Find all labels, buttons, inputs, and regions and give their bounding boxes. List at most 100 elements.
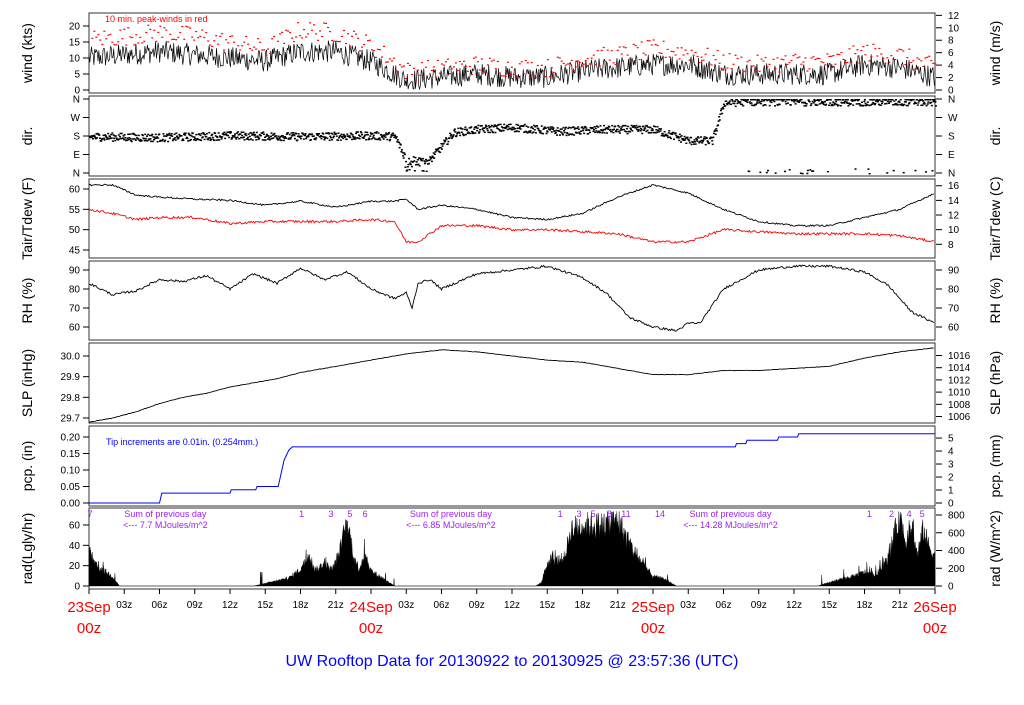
dir-point — [806, 172, 809, 175]
dir-point — [231, 135, 234, 137]
dir-point — [258, 133, 261, 136]
date-label: 26Sep — [913, 599, 956, 616]
dir-point — [585, 127, 588, 129]
dir-point — [158, 133, 161, 135]
dir-point — [205, 132, 208, 135]
peak-wind-mark — [171, 38, 174, 40]
dir-point — [377, 132, 380, 134]
dir-point — [854, 168, 857, 170]
dir-point — [560, 131, 563, 133]
dir-point — [886, 100, 889, 103]
dir-point — [556, 134, 559, 136]
dir-point — [561, 133, 564, 136]
peak-wind-mark — [442, 64, 445, 66]
dir-point — [794, 103, 797, 105]
rh-ylabel-right: RH (%) — [987, 278, 1003, 324]
slp-ytick-label-left: 29.8 — [61, 393, 81, 404]
dir-ytick-label-left: E — [73, 150, 80, 161]
dir-point — [371, 138, 373, 140]
peak-wind-mark — [398, 64, 401, 66]
dir-point — [742, 105, 745, 107]
dir-point — [359, 135, 362, 138]
wind-ylabel-left: wind (kts) — [19, 23, 35, 84]
dir-point — [210, 134, 213, 137]
dir-point — [189, 134, 192, 137]
dir-point — [764, 99, 767, 101]
dir-point — [611, 129, 614, 131]
dir-point — [225, 133, 228, 135]
peak-wind-mark — [317, 39, 320, 41]
dir-point — [483, 127, 486, 129]
rad-sum-value: <--- 7.7 MJoules/m^2 — [123, 520, 208, 530]
dir-point — [450, 134, 453, 136]
dir-point — [811, 100, 814, 103]
dir-point — [353, 136, 356, 139]
dir-point — [482, 130, 485, 132]
temp-ytick-label-right: 10 — [948, 225, 960, 236]
dir-point — [416, 159, 419, 161]
peak-wind-mark — [808, 68, 811, 70]
peak-wind-mark — [646, 40, 649, 42]
peak-wind-mark — [738, 71, 741, 73]
dir-point — [680, 135, 683, 137]
peak-wind-mark — [482, 71, 485, 73]
dir-point — [279, 135, 282, 138]
peak-wind-mark — [582, 63, 585, 65]
dir-point — [480, 124, 483, 127]
dir-point — [821, 101, 824, 103]
dir-point — [123, 138, 126, 141]
x-tick-label: 18z — [856, 600, 872, 611]
dir-point — [384, 136, 387, 138]
slp-ytick-label-right: 1008 — [948, 400, 971, 411]
peak-wind-mark — [227, 42, 230, 44]
dir-point — [692, 143, 695, 145]
dir-point — [745, 100, 748, 103]
peak-wind-mark — [245, 35, 248, 38]
rh-ytick-label-right: 90 — [948, 266, 960, 277]
peak-wind-mark — [478, 69, 481, 71]
dir-point — [651, 127, 654, 130]
dir-point — [378, 137, 381, 139]
dir-point — [434, 151, 437, 153]
peak-wind-mark — [446, 58, 449, 60]
dir-point — [913, 102, 916, 105]
peak-wind-mark — [730, 68, 733, 70]
dir-point — [491, 130, 494, 133]
dir-point — [534, 125, 537, 128]
dir-point — [731, 99, 734, 101]
dir-point — [678, 133, 681, 136]
peak-wind-mark — [372, 50, 375, 52]
dir-point — [653, 125, 655, 127]
peak-wind-mark — [616, 49, 619, 52]
peak-wind-mark — [570, 59, 573, 62]
dir-point — [98, 137, 101, 139]
dir-point — [869, 104, 872, 106]
dir-point — [171, 135, 174, 137]
dir-point — [856, 99, 859, 101]
dir-point — [282, 139, 285, 142]
dir-point — [466, 129, 469, 132]
dir-point — [180, 135, 183, 137]
dir-point — [111, 140, 114, 142]
dir-point — [294, 137, 297, 140]
dir-point — [263, 139, 266, 141]
dir-point — [906, 104, 909, 107]
dir-point — [682, 139, 685, 141]
dir-point — [755, 102, 758, 104]
dir-ytick-label-left: N — [73, 95, 80, 106]
peak-wind-mark — [672, 51, 675, 53]
peak-wind-mark — [782, 59, 785, 61]
peak-wind-mark — [712, 54, 715, 57]
dir-point — [468, 127, 471, 129]
peak-wind-mark — [850, 61, 853, 63]
dir-point — [474, 132, 477, 134]
dir-point — [540, 125, 543, 127]
dir-point — [492, 131, 495, 134]
dir-point — [835, 103, 838, 106]
dir-point — [228, 131, 231, 133]
dir-point — [559, 134, 561, 136]
peak-wind-mark — [642, 52, 645, 54]
dir-point — [289, 136, 292, 139]
dir-point — [490, 124, 493, 127]
